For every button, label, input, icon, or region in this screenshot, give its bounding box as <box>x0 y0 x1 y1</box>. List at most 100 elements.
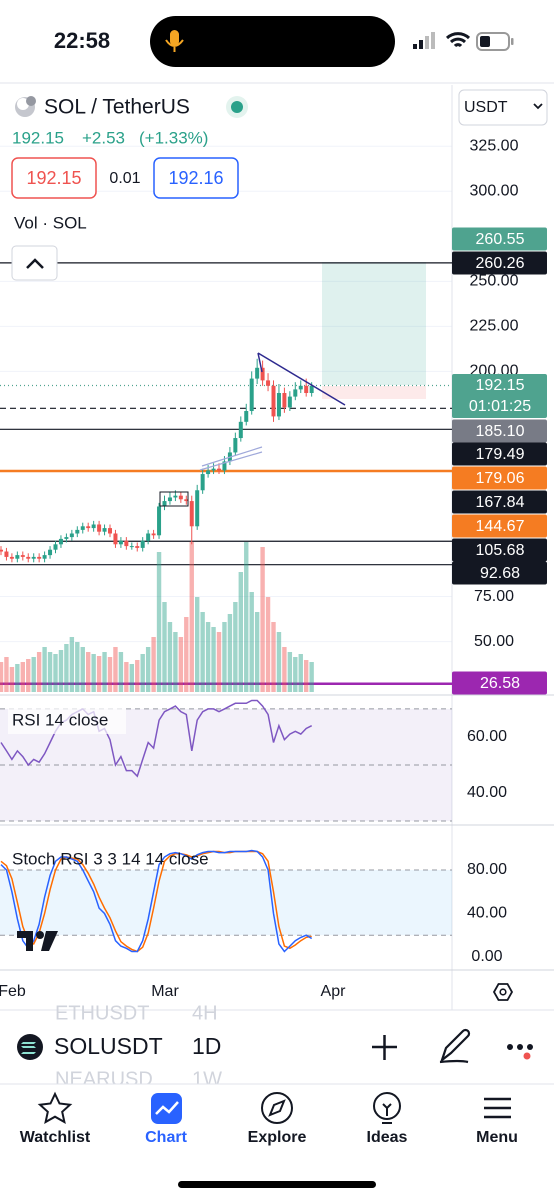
volume-bar <box>167 622 173 692</box>
ghost-interval: 4H <box>192 1002 218 1024</box>
candle-body <box>15 555 20 559</box>
sell-price[interactable]: 192.15 <box>26 168 81 188</box>
dropdown-caret <box>533 103 543 110</box>
menu-icon[interactable] <box>484 1097 511 1119</box>
buy-price[interactable]: 192.16 <box>168 168 223 188</box>
price-tag <box>452 671 547 695</box>
candle-body <box>53 544 58 550</box>
x-tick-label: Feb <box>0 983 26 1000</box>
symbol-button[interactable]: SOLUSDT <box>54 1033 163 1059</box>
last-price: 192.15 <box>12 128 64 147</box>
chevron-up <box>26 258 44 269</box>
candle-body <box>195 490 200 527</box>
candle-body <box>162 501 167 507</box>
range-box <box>159 491 189 507</box>
volume-bar <box>145 647 151 692</box>
candle-body <box>91 524 96 529</box>
trend-line <box>257 352 346 406</box>
volume-bar <box>113 647 118 692</box>
volume-bar <box>238 572 243 692</box>
y-tick-label: 40.00 <box>467 905 507 922</box>
settings-button[interactable] <box>492 983 514 1001</box>
symbol-title: SOL / TetherUS <box>44 96 190 119</box>
volume-bar <box>254 612 260 692</box>
volume-bar <box>162 602 167 692</box>
candle-body <box>271 385 276 417</box>
price-tag-label: 260.55 <box>476 231 525 248</box>
volume-legend: Vol · SOL <box>14 213 87 232</box>
sell-button[interactable] <box>11 157 97 199</box>
ghost-symbol: ETHUSDT <box>55 1002 149 1024</box>
level-band <box>0 870 452 936</box>
candle-body <box>217 468 221 471</box>
more-button[interactable] <box>507 1044 533 1060</box>
volume-bar <box>135 660 140 692</box>
collapse-button[interactable] <box>11 245 58 281</box>
rsi-title-bg <box>8 708 126 734</box>
y-tick-label: 0.00 <box>471 948 502 965</box>
tab-label[interactable]: Explore <box>248 1129 307 1146</box>
volume-bar <box>36 652 42 692</box>
candle-body <box>233 438 238 453</box>
y-tick-label: 250.00 <box>470 273 519 290</box>
ideas-icon[interactable] <box>373 1092 401 1120</box>
candle-body <box>260 367 265 381</box>
volume-bar <box>216 632 222 692</box>
price-tag <box>452 561 547 585</box>
x-tick-label: Mar <box>151 983 179 1000</box>
candle-body <box>266 380 271 386</box>
volume-bar <box>189 542 194 692</box>
volume-bar <box>244 542 249 692</box>
currency[interactable]: USDT <box>464 99 508 116</box>
price-tag <box>452 490 547 514</box>
battery-icon <box>476 32 514 51</box>
volume-bar <box>211 627 216 692</box>
candle-body <box>135 546 140 548</box>
volume-bar <box>276 632 282 692</box>
tab-label[interactable]: Ideas <box>367 1129 408 1146</box>
candle-body <box>255 367 260 379</box>
change: +2.53 <box>82 128 125 147</box>
volume-bar <box>47 652 53 692</box>
price-tag-label: 144.67 <box>476 518 525 535</box>
home-indicator <box>178 1181 376 1188</box>
volume-bar <box>75 642 80 692</box>
explore-icon[interactable] <box>261 1092 293 1124</box>
volume-bar <box>0 662 4 692</box>
volume-bar <box>53 654 58 692</box>
interval-button[interactable]: 1D <box>192 1033 221 1059</box>
volume-bar <box>42 647 47 692</box>
tab-label[interactable]: Watchlist <box>20 1129 91 1146</box>
candle-body <box>124 540 129 547</box>
candle-body <box>282 393 287 408</box>
y-tick-label: 60.00 <box>467 728 507 745</box>
symbol-logo <box>15 96 36 117</box>
volume-bar <box>102 652 107 692</box>
candle-body <box>129 546 134 548</box>
position-stop <box>322 386 426 399</box>
candle-body <box>26 556 31 559</box>
candle-body <box>75 529 80 534</box>
y-tick-label: 325.00 <box>470 137 519 154</box>
settings-button-dot <box>499 988 507 996</box>
watchlist-icon[interactable] <box>37 1091 73 1124</box>
tab-label-active[interactable]: Chart <box>145 1129 187 1146</box>
draw-button[interactable] <box>439 1028 471 1064</box>
candle-body <box>244 411 249 422</box>
y-tick-label: 75.00 <box>474 588 514 605</box>
y-tick-label: 80.00 <box>467 861 507 878</box>
candle-body <box>206 470 211 475</box>
volume-bar <box>58 650 64 692</box>
currency-select[interactable] <box>458 89 548 126</box>
volume-bar <box>227 614 233 692</box>
candle-body <box>151 533 156 536</box>
add-button[interactable] <box>372 1035 397 1060</box>
volume-bar <box>107 657 113 692</box>
tab-label[interactable]: Menu <box>476 1129 518 1146</box>
candle-body <box>31 556 36 559</box>
candle-body <box>178 495 183 500</box>
symbol-logo <box>17 1034 43 1060</box>
buy-button[interactable] <box>153 157 239 199</box>
